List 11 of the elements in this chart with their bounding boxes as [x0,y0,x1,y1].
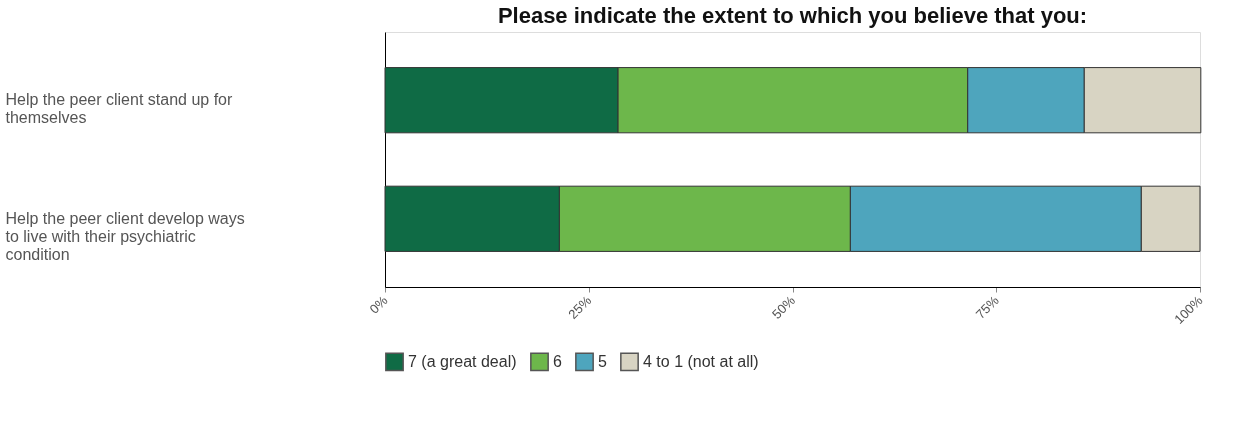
legend-label: 6 [553,352,562,370]
x-tick-label: 50% [768,292,799,322]
x-tick-label: 75% [972,292,1002,322]
y-tick-label: Help the peer client stand up for themselves [5,91,233,127]
x-tick-label: 0% [366,292,391,317]
x-tick-label: 25% [565,292,595,322]
y-tick-label: Help the peer client develop ways to live with their psychiatric condition [5,209,245,263]
legend-label: 5 [598,352,607,370]
legend-label: 4 to 1 (not at all) [643,352,759,370]
chart-title: Please indicate the extent to which you believe that you: [497,3,1088,28]
legend-label: 7 (a great deal) [408,352,517,370]
